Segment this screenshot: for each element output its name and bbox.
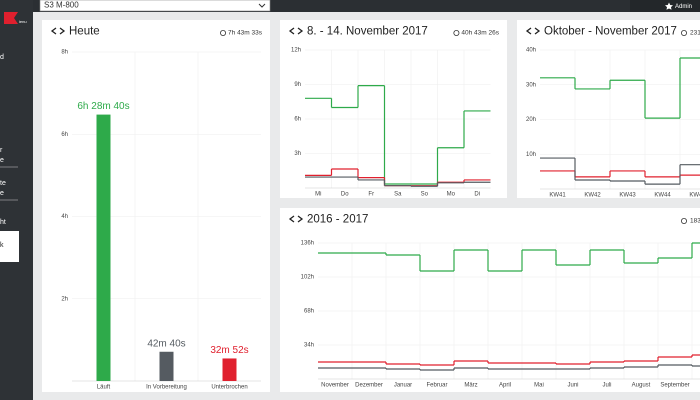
x-tick-label: Mo: [447, 192, 456, 198]
x-tick-label: KW45: [689, 193, 700, 199]
x-tick-label: KW44: [654, 193, 671, 199]
x-tick-label: Februar: [426, 383, 447, 389]
value-label: 42m 40s: [147, 338, 185, 349]
nav-arrows: [50, 27, 66, 35]
nav-item[interactable]: te: [0, 180, 6, 187]
x-tick-label: Juni: [567, 383, 578, 389]
panel-total: 40h 43m 26s: [461, 30, 499, 37]
machine-select[interactable]: [39, 0, 271, 12]
nav-active[interactable]: [0, 231, 19, 262]
star-icon: [665, 2, 673, 10]
x-tick-label: Dezember: [355, 383, 383, 389]
y-tick-label: 6h: [294, 117, 301, 123]
x-tick-label: Do: [341, 192, 349, 198]
x-tick-label: Januar: [394, 383, 412, 389]
y-tick-label: 20h: [526, 117, 536, 123]
panel-total: 231: [690, 30, 700, 37]
machine-name: S3 M-800: [44, 1, 79, 10]
panel: [517, 20, 700, 198]
y-tick-label: 136h: [301, 241, 314, 247]
y-tick-label: 6h: [61, 132, 68, 138]
y-tick-label: 34h: [304, 343, 314, 349]
clock-icon: [681, 217, 688, 224]
x-tick-label: November: [321, 383, 349, 389]
y-tick-label: 4h: [61, 214, 68, 220]
y-tick-label: 68h: [304, 309, 314, 315]
x-tick-label: Läuft: [97, 385, 111, 391]
y-tick-label: 40h: [526, 48, 536, 54]
x-tick-label: In Vorbereitung: [146, 385, 187, 391]
x-tick-label: September: [660, 383, 689, 389]
y-tick-label: 8h: [61, 50, 68, 56]
bar: [159, 351, 174, 381]
panel-title: Heute: [69, 26, 100, 38]
x-tick-label: Juli: [602, 383, 611, 389]
user-box[interactable]: [630, 0, 700, 12]
select-chevron: [258, 3, 266, 8]
user-name: Admin: [675, 4, 692, 10]
x-tick-label: Unterbrochen: [211, 385, 247, 391]
panel-title: Oktober - November 2017: [544, 26, 677, 38]
x-tick-label: Mai: [534, 383, 544, 389]
panel: [42, 20, 270, 392]
x-tick-label: KW43: [619, 193, 636, 199]
x-tick-label: Fr: [368, 192, 374, 198]
panel-total: 1839: [690, 218, 700, 225]
nav-item[interactable]: e: [0, 157, 4, 164]
y-tick-label: 30h: [526, 82, 536, 88]
panel-total: 7h 43m 33s: [228, 30, 263, 37]
x-tick-label: April: [499, 383, 511, 389]
x-tick-label: KW42: [584, 193, 601, 199]
y-tick-label: 9h: [294, 82, 301, 88]
value-label: 6h 28m 40s: [77, 101, 129, 112]
logo: [4, 12, 18, 24]
bar: [96, 114, 111, 381]
panel-title: 2016 - 2017: [307, 214, 368, 226]
nav-item[interactable]: d: [0, 54, 4, 61]
nav-arrows: [525, 27, 541, 35]
x-tick-label: KW41: [549, 193, 566, 199]
logo-text: ienu: [19, 19, 27, 24]
y-tick-label: 12h: [291, 48, 301, 54]
y-tick-label: 3h: [294, 151, 301, 157]
nav-item[interactable]: e: [0, 190, 4, 197]
panel-title: 8. - 14. November 2017: [307, 26, 428, 38]
nav-arrows: [288, 27, 304, 35]
clock-icon: [220, 29, 227, 36]
y-tick-label: 102h: [301, 275, 314, 281]
x-tick-label: Mi: [315, 192, 321, 198]
value-label: 32m 52s: [210, 345, 248, 356]
panel: [280, 20, 507, 198]
x-tick-label: August: [632, 383, 651, 389]
x-tick-label: Di: [474, 192, 480, 198]
y-tick-label: 2h: [61, 296, 68, 302]
nav-item[interactable]: k: [0, 242, 4, 249]
nav-item[interactable]: r: [0, 147, 3, 154]
nav-item[interactable]: ht: [0, 219, 6, 226]
panel: [280, 208, 700, 392]
clock-icon: [681, 29, 688, 36]
clock-icon: [453, 29, 460, 36]
y-tick-label: 10h: [526, 152, 536, 158]
x-tick-label: Sa: [394, 192, 402, 198]
x-tick-label: März: [464, 383, 477, 389]
nav-arrows: [288, 215, 304, 223]
bar: [222, 358, 237, 381]
x-tick-label: So: [421, 192, 429, 198]
